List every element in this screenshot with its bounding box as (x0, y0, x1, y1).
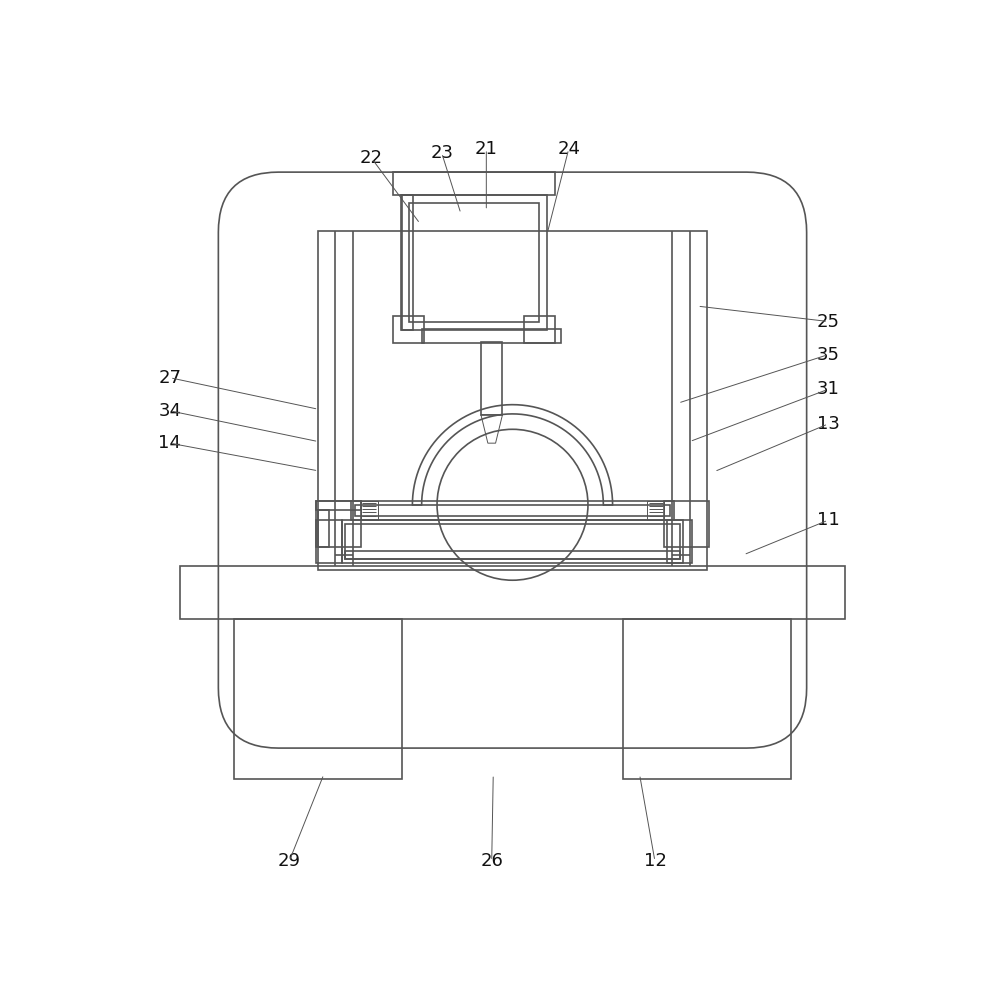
Bar (401, 196, 547, 330)
Text: 24: 24 (557, 140, 580, 158)
Bar (647, 501, 664, 520)
Text: 14: 14 (158, 434, 181, 452)
Bar (351, 501, 674, 520)
Bar (316, 501, 361, 510)
Text: 12: 12 (644, 852, 666, 870)
Bar (234, 619, 402, 778)
Bar (355, 505, 670, 516)
Text: 25: 25 (817, 312, 840, 330)
Bar (409, 203, 539, 322)
Text: 23: 23 (430, 144, 453, 162)
Bar (342, 520, 683, 563)
Text: 31: 31 (817, 380, 840, 398)
Text: 35: 35 (817, 345, 840, 363)
Text: 26: 26 (480, 852, 503, 870)
Text: 11: 11 (817, 511, 840, 529)
Bar (318, 232, 707, 570)
Bar (481, 341, 502, 415)
Text: 34: 34 (158, 402, 181, 420)
Bar (664, 501, 709, 547)
Bar (361, 501, 378, 520)
Bar (345, 551, 680, 559)
Bar (316, 501, 361, 547)
Bar (393, 172, 555, 196)
Bar (180, 566, 845, 619)
Bar (422, 329, 561, 343)
Text: 27: 27 (158, 368, 181, 386)
Bar (666, 520, 692, 563)
Bar (623, 619, 791, 778)
Bar (524, 316, 555, 343)
Bar (316, 520, 342, 563)
Text: 22: 22 (360, 150, 383, 168)
Text: 13: 13 (817, 415, 840, 433)
Bar (345, 524, 680, 559)
Bar (393, 316, 424, 343)
Text: 21: 21 (475, 140, 498, 158)
Text: 29: 29 (278, 852, 301, 870)
Bar (402, 196, 413, 330)
Bar (318, 510, 329, 547)
